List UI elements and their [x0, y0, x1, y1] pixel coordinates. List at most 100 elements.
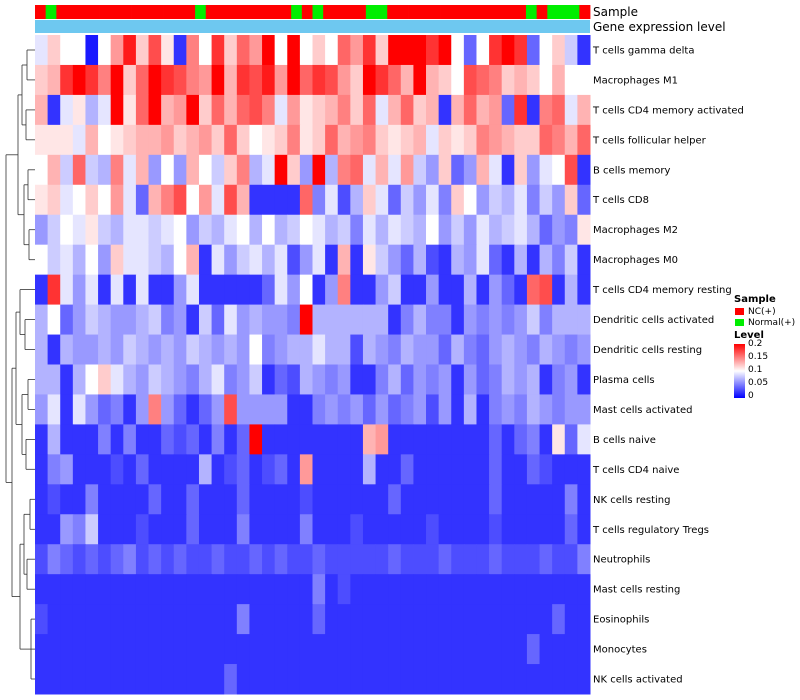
heatmap-cell [426, 484, 440, 515]
heatmap-cell [350, 64, 364, 96]
heatmap-cell [501, 64, 515, 96]
heatmap-cell [489, 334, 503, 365]
heatmap-cell [577, 35, 591, 66]
heatmap-cell [148, 454, 162, 485]
heatmap-cell [262, 454, 276, 485]
heatmap-cell [526, 394, 541, 425]
heatmap-cell [312, 544, 326, 575]
heatmap-cell [35, 574, 49, 605]
heatmap-cell [564, 484, 578, 515]
heatmap-cell [98, 574, 112, 605]
heatmap-cell [577, 664, 591, 695]
heatmap-cell [123, 124, 137, 156]
heatmap-cell [85, 544, 99, 575]
heatmap-cell [438, 94, 452, 126]
heatmap-cell [362, 364, 377, 395]
heatmap-cell [211, 424, 225, 455]
heatmap-cell [362, 454, 377, 485]
heatmap-cell [299, 304, 313, 336]
heatmap-cell [299, 64, 313, 96]
heatmap-cell [72, 94, 86, 126]
heatmap-cell [299, 484, 313, 515]
heatmap-cell [249, 35, 263, 66]
sample-annotation-cell [120, 5, 132, 19]
heatmap-cell [514, 214, 528, 246]
sample-annotation-cell [323, 5, 335, 19]
heatmap-cell [312, 484, 326, 515]
heatmap-cell [161, 394, 175, 425]
heatmap-cell [287, 244, 301, 276]
heatmap-cell [375, 154, 389, 186]
heatmap-cell [501, 124, 515, 156]
sample-annotation-cell [291, 5, 303, 19]
sample-annotation-cell [280, 5, 292, 19]
heatmap-cell [400, 304, 414, 336]
heatmap-cell [325, 64, 339, 96]
legend-swatch-normal [734, 318, 745, 327]
sample-annotation-cell [419, 5, 431, 19]
heatmap-cell [148, 304, 162, 336]
heatmap-cell [110, 214, 124, 246]
sample-annotation-cell [429, 5, 441, 19]
heatmap-cell [287, 664, 301, 695]
heatmap-cell [539, 634, 553, 665]
heatmap-cell [35, 35, 49, 66]
heatmap-cell [564, 124, 578, 156]
heatmap-cell [224, 35, 238, 66]
heatmap-cell [274, 64, 288, 96]
heatmap-cell [577, 424, 591, 455]
heatmap-cell [60, 274, 74, 306]
heatmap-cell [476, 214, 490, 246]
heatmap-cell [110, 484, 124, 515]
heatmap-cell [577, 364, 591, 395]
heatmap-cell [110, 514, 124, 545]
heatmap-cell [198, 634, 213, 665]
heatmap-cell [413, 514, 427, 545]
heatmap-cell [463, 364, 477, 395]
heatmap-cell [198, 244, 213, 276]
heatmap-cell [287, 514, 301, 545]
heatmap-cell [110, 574, 124, 605]
heatmap-cell [413, 634, 427, 665]
heatmap-cell [299, 394, 313, 425]
heatmap-cell [463, 574, 477, 605]
heatmap-cell [438, 454, 452, 485]
heatmap-cell [375, 334, 389, 365]
heatmap-cell [413, 484, 427, 515]
heatmap-cell [526, 604, 541, 635]
heatmap-cell [135, 424, 150, 455]
heatmap-cell [312, 274, 326, 306]
heatmap-cell [299, 274, 313, 306]
legend-tick-0: 0 [748, 391, 754, 401]
sample-annotation-cell [152, 5, 164, 19]
heatmap-cell [337, 64, 351, 96]
heatmap-cell [211, 364, 225, 395]
heatmap-cell [135, 244, 150, 276]
heatmap-cell [400, 334, 414, 365]
heatmap-cell [451, 634, 465, 665]
heatmap-cell [514, 334, 528, 365]
heatmap-cell [463, 664, 477, 695]
heatmap-cell [161, 184, 175, 216]
heatmap-cell [60, 184, 74, 216]
heatmap-cell [577, 514, 591, 545]
heatmap-cell [274, 124, 288, 156]
heatmap-cell [123, 214, 137, 246]
heatmap-cell [299, 454, 313, 485]
heatmap-cell [400, 64, 414, 96]
heatmap-cell [161, 484, 175, 515]
heatmap-cell [350, 154, 364, 186]
heatmap-cell [211, 334, 225, 365]
row-label-mast-cells-activated: Mast cells activated [593, 405, 692, 416]
row-label-nk-cells-activated: NK cells activated [593, 675, 683, 686]
heatmap-cell [262, 64, 276, 96]
heatmap-cell [463, 604, 477, 635]
heatmap-cell [186, 35, 200, 66]
sample-annotation-cell [67, 5, 79, 19]
heatmap-cell [564, 304, 578, 336]
heatmap-cell [577, 634, 591, 665]
heatmap-cell [350, 484, 364, 515]
heatmap-cell [35, 64, 49, 96]
heatmap-cell [526, 154, 541, 186]
heatmap-cell [211, 514, 225, 545]
